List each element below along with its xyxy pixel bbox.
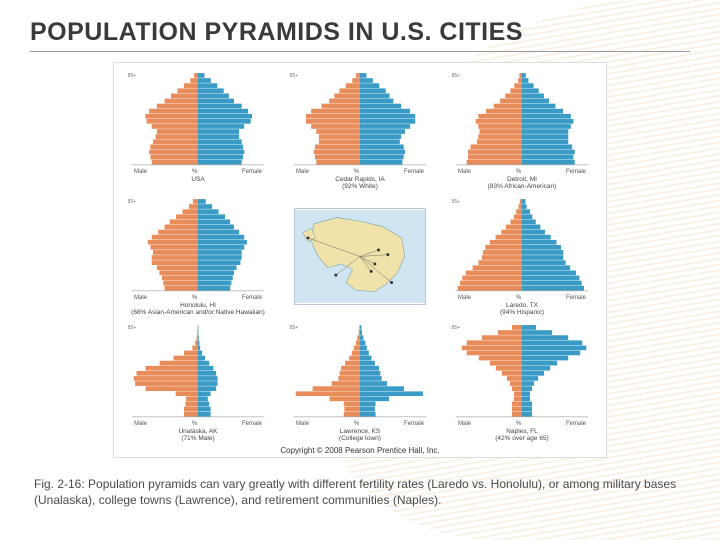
svg-text:85+: 85+ bbox=[128, 199, 137, 205]
caption-lead: Fig. 2-16: bbox=[34, 477, 85, 491]
axis-labels: Male%Female bbox=[120, 421, 276, 427]
svg-text:85+: 85+ bbox=[128, 325, 137, 331]
page-title: POPULATION PYRAMIDS IN U.S. CITIES bbox=[30, 18, 690, 47]
axis-labels: Male%Female bbox=[444, 295, 600, 301]
svg-text:85+: 85+ bbox=[290, 73, 299, 79]
pyramid-label: Cedar Rapids, IA(92% White) bbox=[282, 176, 438, 191]
axis-labels: Male%Female bbox=[120, 295, 276, 301]
axis-labels: Male%Female bbox=[444, 169, 600, 175]
pyramid-label: Lawrence, KS(College town) bbox=[282, 428, 438, 443]
axis-labels: Male%Female bbox=[282, 169, 438, 175]
pyramid-cedar-rapids-ia: 85+ Male%FemaleCedar Rapids, IA(92% White… bbox=[282, 69, 438, 191]
copyright-text: Copyright © 2008 Pearson Prentice Hall, … bbox=[120, 446, 600, 455]
svg-text:85+: 85+ bbox=[290, 325, 299, 331]
pyramid-label: Laredo, TX(94% Hispanic) bbox=[444, 302, 600, 317]
figure-panel: 85+Male%FemaleUSA85+Male%FemaleCedar Rap… bbox=[113, 62, 607, 458]
pyramid-honolulu-hi: 85+ Male%FemaleHonolulu, HI(68% Asian-Ame… bbox=[120, 195, 276, 317]
pyramid-usa: 85+ Male%FemaleUSA bbox=[120, 69, 276, 191]
svg-text:85+: 85+ bbox=[452, 73, 461, 79]
axis-labels: Male%Female bbox=[282, 421, 438, 427]
pyramid-detroit-mi: 85+ Male%FemaleDetroit, MI(83% African-Am… bbox=[444, 69, 600, 191]
figure-caption: Fig. 2-16: Population pyramids can vary … bbox=[30, 476, 690, 508]
caption-body: Population pyramids can vary greatly wit… bbox=[34, 477, 676, 507]
pyramid-unalaska-ak: 85+ Male%FemaleUnalaska, AK(71% Male) bbox=[120, 321, 276, 443]
svg-text:85+: 85+ bbox=[452, 199, 461, 205]
pyramid-lawrence-ks: 85+ Male%FemaleLawrence, KS(College town) bbox=[282, 321, 438, 443]
pyramid-label: USA bbox=[120, 176, 276, 183]
title-rule bbox=[30, 51, 690, 52]
svg-text:85+: 85+ bbox=[452, 325, 461, 331]
pyramid-label: Naples, FL(42% over age 65) bbox=[444, 428, 600, 443]
pyramid-label: Detroit, MI(83% African-American) bbox=[444, 176, 600, 191]
inset-map bbox=[282, 195, 438, 317]
pyramid-label: Unalaska, AK(71% Male) bbox=[120, 428, 276, 443]
pyramid-laredo-tx: 85+ Male%FemaleLaredo, TX(94% Hispanic) bbox=[444, 195, 600, 317]
axis-labels: Male%Female bbox=[444, 421, 600, 427]
pyramid-label: Honolulu, HI(68% Asian-American and/or N… bbox=[120, 302, 276, 317]
svg-text:85+: 85+ bbox=[128, 73, 137, 79]
pyramid-naples-fl: 85+ Male%FemaleNaples, FL(42% over age 65… bbox=[444, 321, 600, 443]
axis-labels: Male%Female bbox=[120, 169, 276, 175]
